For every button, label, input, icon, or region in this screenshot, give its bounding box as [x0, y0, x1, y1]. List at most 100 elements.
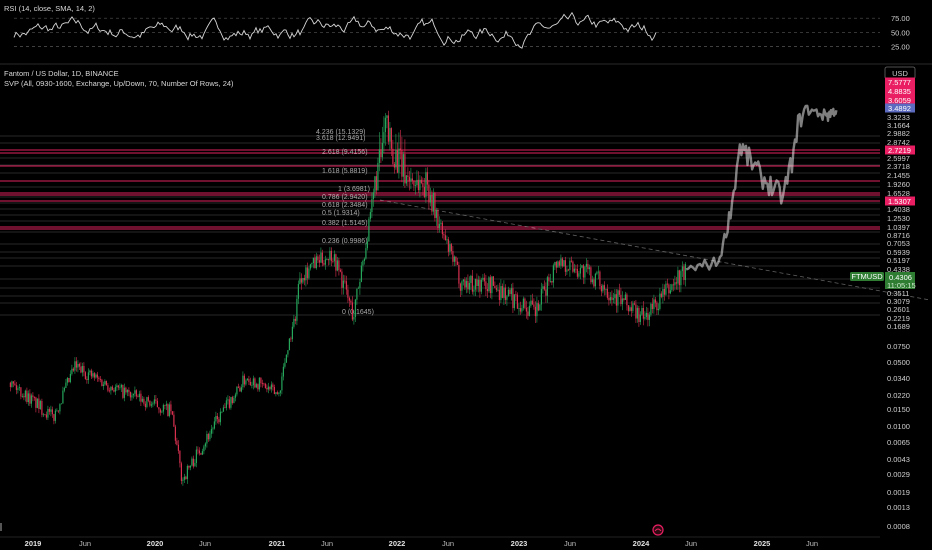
candle-body	[12, 381, 14, 384]
candle-body	[617, 290, 619, 306]
candle-body	[558, 261, 560, 266]
candle-body	[459, 283, 461, 291]
candle-body	[465, 280, 467, 288]
candle-body	[647, 312, 649, 320]
event-icon[interactable]	[652, 524, 664, 536]
candle-body	[488, 277, 490, 291]
candle-body	[504, 287, 506, 300]
candle-body	[494, 285, 496, 289]
x-axis-label: 2025	[754, 539, 771, 548]
x-axis-label: 2021	[269, 539, 286, 548]
price-tick: 0.0043	[887, 455, 910, 464]
candle-body	[74, 361, 76, 371]
rsi-panel: RSI (14, close, SMA, 14, 2) 75.00 50.00 25…	[4, 4, 910, 52]
candle-body	[551, 281, 553, 283]
candle-body	[335, 254, 337, 271]
candle-body	[17, 388, 19, 390]
candle-body	[33, 397, 35, 398]
candle-body	[620, 294, 622, 305]
ticker-label: FTMUSD	[851, 272, 883, 281]
candle-body	[144, 403, 146, 407]
candle-body	[461, 281, 463, 291]
candle-body	[557, 261, 559, 268]
candle-body	[126, 390, 128, 393]
candle-body	[231, 397, 233, 404]
fib-level-label: 2.618 (9.4156)	[322, 149, 368, 156]
last-price-badge	[885, 272, 915, 289]
currency-label[interactable]: USD	[892, 69, 908, 78]
candle-body	[668, 284, 670, 294]
candle-body	[443, 234, 445, 236]
countdown: 11:05:15	[887, 281, 916, 290]
candle-body	[681, 266, 683, 272]
price-tick: 1.4038	[887, 205, 910, 214]
candle-body	[515, 294, 517, 296]
rsi-level-label: 75.00	[891, 14, 910, 23]
candle-body	[219, 411, 221, 423]
candle-body	[392, 148, 394, 164]
rsi-level-label: 50.00	[891, 28, 910, 37]
x-axis: 2019 Jun 2020 Jun 2021 Jun 2022 Jun 2023 Jun 2024 J…	[25, 539, 818, 548]
candle-body	[372, 192, 374, 199]
candle-body	[437, 210, 439, 228]
price-tick: 1.2530	[887, 214, 910, 223]
candle-body	[23, 396, 25, 398]
price-tick: 0.4338	[887, 265, 910, 274]
candle-body	[47, 409, 49, 418]
candle-body	[578, 273, 580, 277]
candle-body	[500, 286, 502, 300]
candle-body	[189, 465, 191, 468]
candle-body	[497, 289, 499, 291]
candle-body	[87, 372, 89, 380]
candle-body	[81, 366, 83, 373]
candle-body	[386, 115, 388, 118]
candle-body	[77, 364, 79, 368]
x-axis-label: 2024	[633, 539, 651, 548]
candle-body	[606, 288, 608, 298]
x-axis-label: Jun	[442, 539, 454, 548]
fib-levels: 4.236 (15.1329)3.618 (12.9491) 2.618 (9.4…	[316, 129, 374, 316]
candle-body	[297, 284, 299, 299]
candle-body	[90, 370, 92, 377]
candle-body	[591, 279, 593, 283]
candle-body	[467, 280, 469, 290]
candle-body	[290, 338, 292, 340]
candle-body	[501, 286, 503, 298]
candle-body	[614, 294, 616, 299]
candle-body	[368, 218, 370, 242]
candle-body	[347, 289, 349, 298]
candle-body	[44, 414, 46, 416]
candle-body	[195, 449, 197, 463]
candle-body	[440, 222, 442, 224]
candle-body	[365, 248, 367, 259]
candle-body	[645, 312, 647, 317]
candle-body	[272, 384, 274, 387]
candle-body	[165, 404, 167, 406]
candle-body	[179, 450, 181, 464]
candle-body	[588, 267, 590, 270]
candle-body	[432, 192, 434, 212]
candle-body	[162, 404, 164, 412]
candle-body	[65, 382, 67, 388]
candle-body	[257, 384, 259, 390]
candle-body	[245, 380, 247, 385]
candle-body	[612, 298, 614, 300]
candles	[9, 110, 686, 486]
candle-body	[627, 305, 629, 312]
candle-body	[516, 294, 518, 309]
candle-body	[311, 263, 313, 265]
candle-body	[288, 338, 290, 351]
candle-body	[167, 404, 169, 417]
fib-level-label: 3.618 (12.9491)	[316, 135, 365, 142]
price-badge	[885, 95, 915, 105]
candle-body	[39, 401, 41, 409]
candle-body	[522, 298, 524, 309]
candle-body	[609, 297, 611, 301]
candle-body	[26, 390, 28, 402]
candle-body	[420, 179, 422, 183]
candle-body	[408, 176, 410, 182]
candle-body	[639, 314, 641, 322]
